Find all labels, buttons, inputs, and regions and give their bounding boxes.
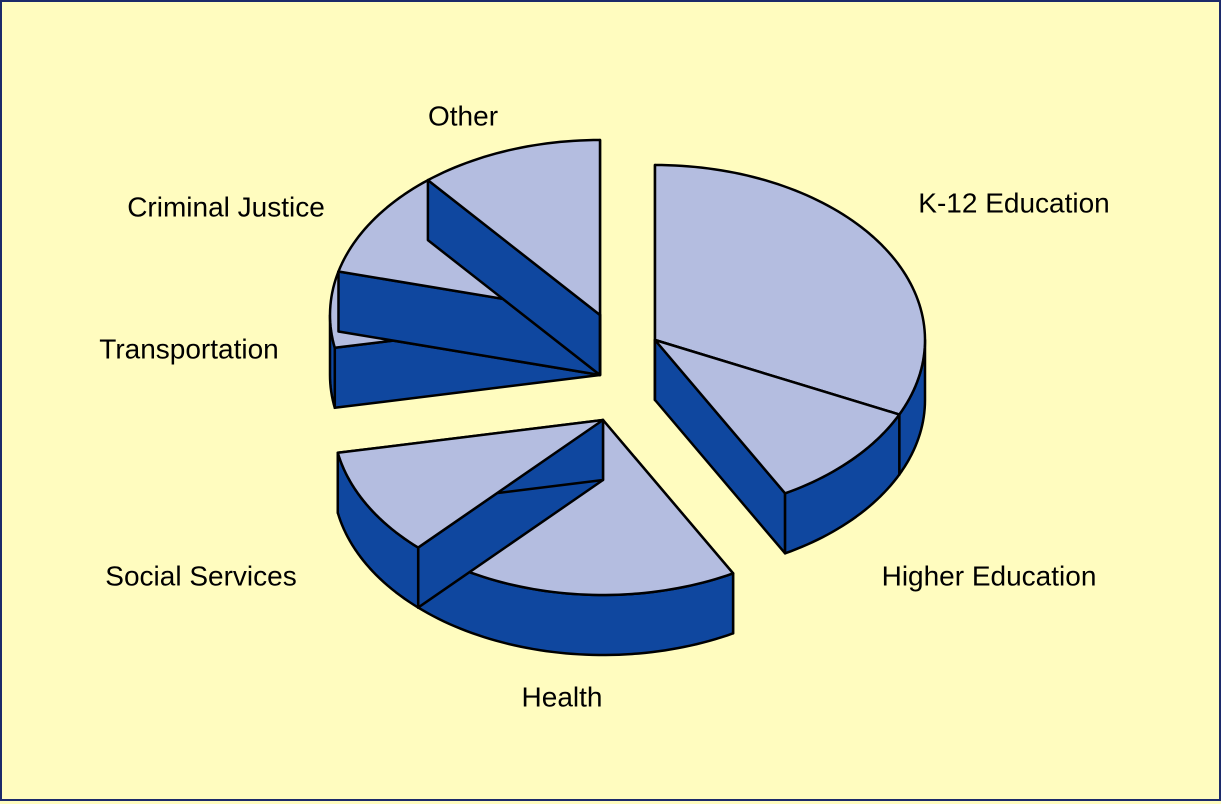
slice-label: K-12 Education bbox=[918, 187, 1109, 218]
slice-top bbox=[653, 163, 927, 416]
slice-label: Social Services bbox=[105, 560, 296, 591]
slice-label: Higher Education bbox=[882, 560, 1097, 591]
slice bbox=[653, 338, 901, 555]
slice-top bbox=[653, 338, 901, 495]
slice-top bbox=[336, 418, 605, 549]
slice-top bbox=[426, 138, 602, 317]
slice-label: Criminal Justice bbox=[127, 191, 325, 222]
slice-label: Other bbox=[428, 100, 498, 131]
slice-label: Health bbox=[522, 681, 603, 712]
slice bbox=[426, 138, 602, 377]
slice-label: Transportation bbox=[99, 333, 279, 364]
slice bbox=[336, 418, 605, 609]
